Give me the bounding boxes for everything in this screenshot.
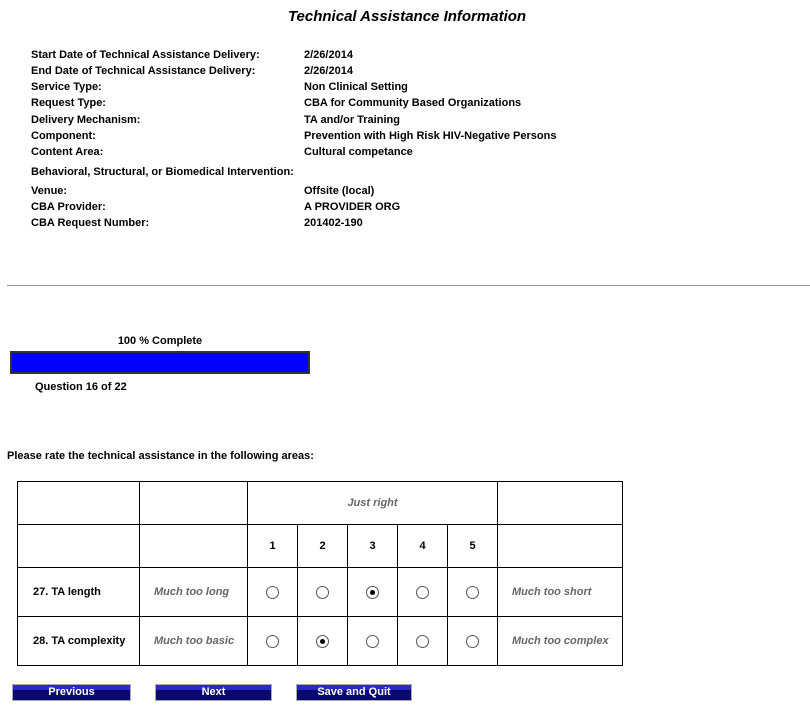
radio-option-4[interactable] xyxy=(416,585,429,599)
empty-cell xyxy=(139,481,248,525)
radio-option-2[interactable] xyxy=(316,634,329,648)
info-value: Cultural competance xyxy=(304,146,413,158)
info-label: CBA Provider: xyxy=(31,201,106,213)
info-label: Component: xyxy=(31,130,96,142)
info-value: A PROVIDER ORG xyxy=(304,201,401,213)
info-label: Service Type: xyxy=(31,81,102,93)
empty-cell xyxy=(17,524,140,568)
radio-cell xyxy=(247,567,298,617)
info-value: TA and/or Training xyxy=(304,114,400,126)
info-value: Prevention with High Risk HIV-Negative P… xyxy=(304,130,557,142)
radio-option-1[interactable] xyxy=(266,634,279,648)
divider xyxy=(7,285,810,286)
info-value: 201402-190 xyxy=(304,217,363,229)
info-label: Behavioral, Structural, or Biomedical In… xyxy=(31,166,294,178)
progress-bar xyxy=(10,351,310,374)
low-anchor: Much too basic xyxy=(139,616,248,666)
info-label: Venue: xyxy=(31,185,68,197)
radio-option-5[interactable] xyxy=(466,585,479,599)
radio-cell xyxy=(347,616,398,666)
scale-2: 2 xyxy=(297,524,348,568)
question-label: 28. TA complexity xyxy=(17,616,140,666)
radio-cell xyxy=(347,567,398,617)
radio-option-5[interactable] xyxy=(466,634,479,648)
high-anchor: Much too complex xyxy=(497,616,623,666)
radio-cell xyxy=(297,567,348,617)
radio-cell xyxy=(297,616,348,666)
radio-option-2[interactable] xyxy=(316,585,329,599)
low-anchor: Much too long xyxy=(139,567,248,617)
question-label: 27. TA length xyxy=(17,567,140,617)
scale-3: 3 xyxy=(347,524,398,568)
question-counter: Question 16 of 22 xyxy=(35,381,127,393)
info-label: Content Area: xyxy=(31,146,104,158)
empty-cell xyxy=(139,524,248,568)
rating-prompt: Please rate the technical assistance in … xyxy=(7,450,314,462)
high-anchor: Much too short xyxy=(497,567,623,617)
empty-cell xyxy=(497,524,623,568)
info-value: Non Clinical Setting xyxy=(304,81,408,93)
save-and-quit-button[interactable]: Save and Quit xyxy=(296,684,412,701)
info-label: Delivery Mechanism: xyxy=(31,114,141,126)
radio-cell xyxy=(247,616,298,666)
radio-option-3[interactable] xyxy=(366,634,379,648)
scale-1: 1 xyxy=(247,524,298,568)
progress-label: 100 % Complete xyxy=(117,335,203,347)
rating-table: Just right 1 2 3 4 5 27. TA length Much t… xyxy=(17,481,623,666)
info-value: 2/26/2014 xyxy=(304,65,353,77)
rating-row: 28. TA complexity Much too basic Much too … xyxy=(17,616,623,666)
info-label: CBA Request Number: xyxy=(31,217,150,229)
info-label: End Date of Technical Assistance Deliver… xyxy=(31,65,256,77)
info-value: 2/26/2014 xyxy=(304,49,353,61)
scale-header: Just right xyxy=(247,481,498,525)
info-label: Start Date of Technical Assistance Deliv… xyxy=(31,49,260,61)
info-value: Offsite (local) xyxy=(304,185,375,197)
radio-option-1[interactable] xyxy=(266,585,279,599)
scale-5: 5 xyxy=(447,524,498,568)
empty-cell xyxy=(17,481,140,525)
radio-cell xyxy=(397,567,448,617)
scale-4: 4 xyxy=(397,524,448,568)
radio-option-3[interactable] xyxy=(366,585,379,599)
progress-fill xyxy=(12,353,308,372)
empty-cell xyxy=(497,481,623,525)
page-title: Technical Assistance Information xyxy=(287,8,527,25)
radio-cell xyxy=(447,567,498,617)
radio-cell xyxy=(397,616,448,666)
info-label: Request Type: xyxy=(31,97,106,109)
radio-option-4[interactable] xyxy=(416,634,429,648)
rating-row: 27. TA length Much too long Much too short xyxy=(17,567,623,617)
info-value: CBA for Community Based Organizations xyxy=(304,97,522,109)
radio-cell xyxy=(447,616,498,666)
previous-button[interactable]: Previous xyxy=(12,684,131,701)
next-button[interactable]: Next xyxy=(155,684,272,701)
